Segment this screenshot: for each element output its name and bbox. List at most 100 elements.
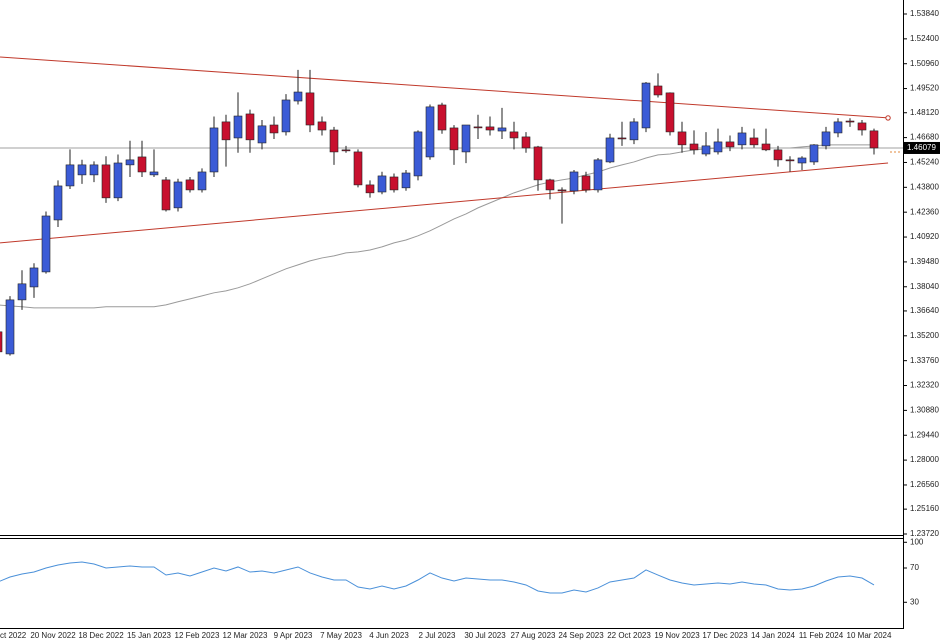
x-tick-label: 4 Jun 2023 — [369, 631, 409, 640]
last-price-box — [904, 141, 940, 154]
candle-body — [317, 121, 327, 131]
candle-body — [365, 184, 375, 194]
candle-body — [293, 91, 303, 102]
candle-body — [53, 185, 63, 221]
candle-body — [761, 143, 771, 151]
candle-body — [233, 115, 243, 139]
candle-body — [725, 141, 735, 148]
y-tick-label: 1.48120 — [910, 108, 939, 117]
x-tick-label: 10 Mar 2024 — [847, 631, 892, 640]
candle-body — [581, 175, 591, 191]
x-tick-label: 20 Nov 2022 — [30, 631, 76, 640]
candle-body — [665, 92, 675, 133]
y-tick-label: 1.26560 — [910, 480, 939, 489]
moving-average — [0, 144, 874, 309]
candle-body — [653, 85, 663, 96]
y-tick-label: 1.49520 — [910, 84, 939, 93]
y-tick-label: 1.38040 — [910, 282, 939, 291]
y-tick-label: 1.32320 — [910, 381, 939, 390]
candle-body — [641, 82, 651, 129]
y-tick-label: 1.23720 — [910, 529, 939, 538]
candle-body — [389, 176, 399, 191]
y-tick-label: 1.52400 — [910, 34, 939, 43]
candle-body — [41, 215, 51, 273]
candle-body — [29, 267, 39, 288]
candle-body — [113, 162, 123, 199]
candle-body — [677, 131, 687, 146]
candle-body — [137, 156, 147, 173]
candle-body — [629, 121, 639, 141]
candle-body — [401, 172, 411, 189]
candle-body — [149, 171, 159, 176]
candle-body — [521, 136, 531, 149]
candle-body — [437, 104, 447, 131]
candle-body — [425, 106, 435, 158]
candle-body — [101, 164, 111, 199]
candle-body — [797, 157, 807, 164]
y-tick-label: 1.30880 — [910, 405, 939, 414]
candle-body — [77, 164, 87, 176]
candle-body — [509, 131, 519, 139]
x-tick-label: 17 Dec 2023 — [702, 631, 748, 640]
y-tick-label: 1.42360 — [910, 207, 939, 216]
candle-body — [5, 299, 15, 355]
candle-body — [341, 149, 351, 152]
candle-body — [785, 159, 795, 162]
y-tick-label: 1.45240 — [910, 158, 939, 167]
candle-body — [833, 121, 843, 134]
candle-body — [605, 137, 615, 163]
candle-body — [773, 149, 783, 161]
candle-body — [749, 137, 759, 146]
x-tick-label: 12 Mar 2023 — [223, 631, 268, 640]
candle-body — [413, 131, 423, 177]
candle-body — [173, 181, 183, 209]
y-tick-label: 1.40920 — [910, 232, 939, 241]
candle-body — [257, 125, 267, 144]
x-tick-label: 18 Dec 2022 — [78, 631, 124, 640]
last-price-label: 1.46079 — [907, 143, 936, 152]
y-tick-label: 1.53840 — [910, 9, 939, 18]
x-tick-label: 19 Nov 2023 — [654, 631, 700, 640]
candle-body — [65, 164, 75, 187]
candle-body — [461, 124, 471, 153]
x-tick-label: 11 Feb 2024 — [799, 631, 844, 640]
candle-body — [377, 175, 387, 193]
candle-body — [593, 159, 603, 191]
y-tick-label: 1.33760 — [910, 356, 939, 365]
x-tick-label: 30 Jul 2023 — [464, 631, 506, 640]
y-tick-label: 1.25160 — [910, 504, 939, 513]
candle-body — [125, 159, 135, 166]
y-tick-label: 1.35200 — [910, 331, 939, 340]
y-tick-label: 1.43800 — [910, 182, 939, 191]
x-tick-label: 9 Apr 2023 — [274, 631, 313, 640]
x-tick-label: 2 Jul 2023 — [419, 631, 456, 640]
x-tick-label: ct 2022 — [0, 631, 27, 640]
trendline — [0, 56, 889, 119]
y-tick-label: 1.29440 — [910, 430, 939, 439]
candle-body — [737, 132, 747, 146]
x-tick-label: 12 Feb 2023 — [175, 631, 220, 640]
y-tick-label: 1.39480 — [910, 257, 939, 266]
candle-body — [869, 130, 879, 149]
candle-body — [569, 171, 579, 192]
candle-body — [245, 113, 255, 141]
candle-body — [269, 124, 279, 134]
x-tick-label: 7 May 2023 — [320, 631, 362, 640]
x-tick-label: 22 Oct 2023 — [607, 631, 651, 640]
candle-body — [329, 129, 339, 153]
candle-body — [821, 131, 831, 147]
y-tick-label: 70 — [910, 563, 919, 572]
y-tick-label: 1.36640 — [910, 306, 939, 315]
x-tick-label: 15 Jan 2023 — [127, 631, 172, 640]
x-tick-label: 24 Sep 2023 — [558, 631, 604, 640]
candle-body — [557, 189, 567, 192]
candle-body — [617, 137, 627, 140]
y-tick-label: 30 — [910, 597, 919, 606]
x-tick-label: 14 Jan 2024 — [751, 631, 796, 640]
indicator-line — [0, 561, 875, 594]
candle-body — [545, 179, 555, 191]
candle-body — [221, 121, 231, 141]
candle-body — [0, 331, 3, 353]
trendline — [0, 162, 889, 244]
